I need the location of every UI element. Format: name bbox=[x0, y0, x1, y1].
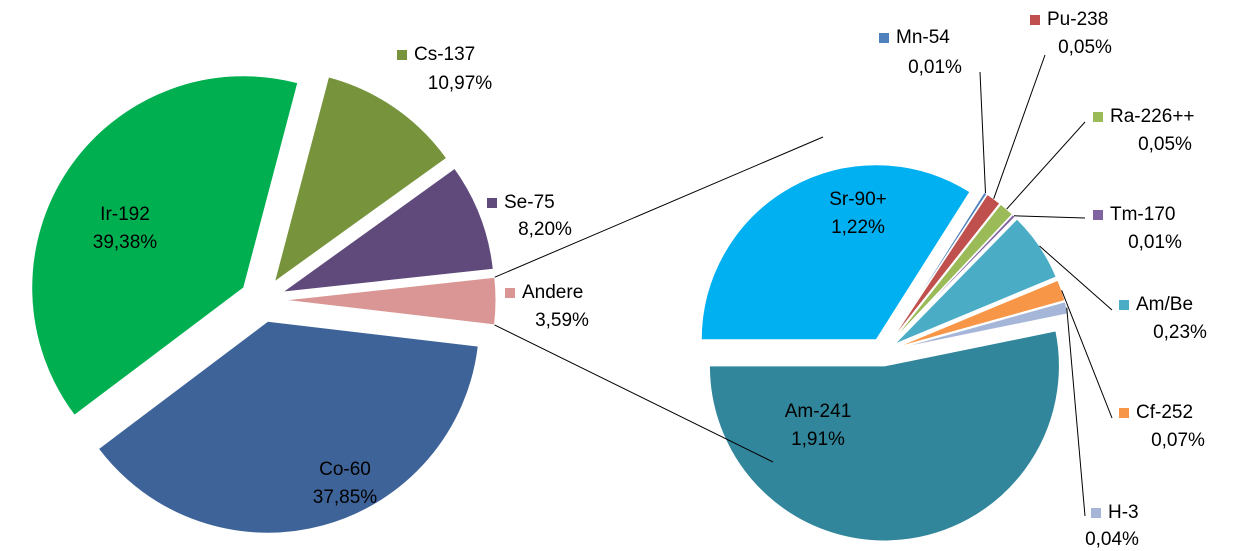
slice-value: 39,38% bbox=[93, 232, 158, 253]
leader-line bbox=[1006, 121, 1086, 210]
slice-label: Andere bbox=[522, 282, 583, 303]
slice-value: 1,22% bbox=[831, 217, 885, 238]
pie-slice bbox=[97, 320, 479, 534]
pie-slice bbox=[283, 276, 497, 326]
slice-value: 0,05% bbox=[1138, 134, 1192, 155]
leader-line bbox=[993, 54, 1046, 199]
connector-line bbox=[494, 136, 824, 278]
pie-slice bbox=[890, 191, 988, 341]
pie-slice bbox=[273, 76, 448, 284]
slice-value: 37,85% bbox=[313, 487, 378, 508]
slice-value: 0,04% bbox=[1085, 529, 1139, 550]
pie-slice bbox=[894, 218, 1057, 345]
slice-label: Pu-238 bbox=[1047, 9, 1108, 30]
legend-swatch bbox=[1119, 408, 1129, 418]
leader-line bbox=[1066, 307, 1086, 517]
slice-label: Sr-90+ bbox=[829, 189, 887, 210]
slice-label: H-3 bbox=[1108, 502, 1139, 523]
slice-label: Am-241 bbox=[785, 401, 852, 422]
slice-value: 10,97% bbox=[428, 73, 493, 94]
slice-label: Cs-137 bbox=[414, 44, 475, 65]
pie-slice bbox=[891, 203, 1014, 342]
slice-value: 0,01% bbox=[908, 57, 962, 78]
legend-swatch bbox=[1119, 300, 1129, 310]
slice-value: 0,01% bbox=[1128, 232, 1182, 253]
pie-slice bbox=[700, 164, 971, 341]
slice-label: Mn-54 bbox=[896, 27, 950, 48]
slice-label: Co-60 bbox=[319, 459, 371, 480]
slice-label: Ra-226++ bbox=[1110, 106, 1195, 127]
legend-swatch bbox=[487, 198, 497, 208]
pie-slice bbox=[708, 330, 1060, 542]
legend-swatch bbox=[1030, 15, 1040, 25]
slice-value: 3,59% bbox=[535, 310, 589, 331]
slice-label: Se-75 bbox=[504, 192, 555, 213]
legend-swatch bbox=[879, 33, 889, 43]
leader-line bbox=[1039, 245, 1113, 311]
slice-label: Tm-170 bbox=[1110, 204, 1175, 225]
slice-label: Am/Be bbox=[1136, 294, 1193, 315]
pie-slice bbox=[31, 75, 299, 417]
connector-line bbox=[494, 324, 774, 463]
legend-swatch bbox=[1093, 210, 1103, 220]
slice-value: 1,91% bbox=[791, 429, 845, 450]
legend-swatch bbox=[1093, 112, 1103, 122]
slice-label: Cf-252 bbox=[1136, 402, 1193, 423]
leader-line bbox=[1013, 215, 1086, 219]
slice-value: 0,23% bbox=[1153, 322, 1207, 343]
legend-swatch bbox=[1091, 508, 1101, 518]
slice-value: 0,07% bbox=[1151, 430, 1205, 451]
leader-line bbox=[1061, 290, 1113, 419]
legend-swatch bbox=[397, 50, 407, 60]
slice-label: Ir-192 bbox=[100, 204, 150, 225]
slice-value: 0,05% bbox=[1058, 37, 1112, 58]
slice-value: 8,20% bbox=[518, 219, 572, 240]
legend-swatch bbox=[505, 288, 515, 298]
pie-slice bbox=[896, 279, 1066, 348]
pie-slice bbox=[280, 167, 494, 293]
leader-line bbox=[979, 71, 986, 194]
